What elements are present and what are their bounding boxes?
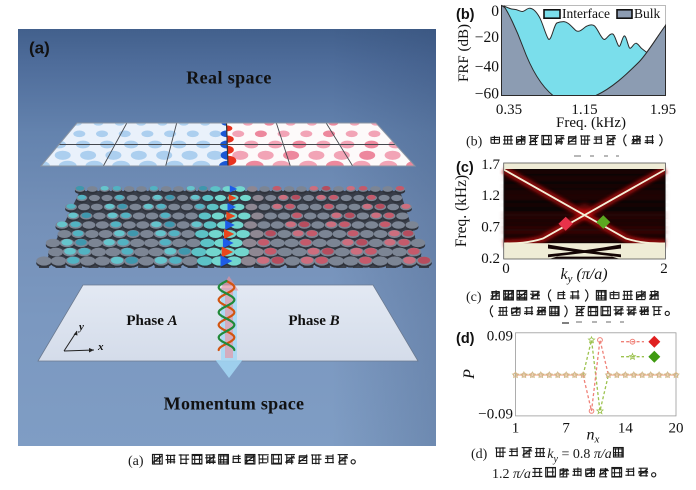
svg-text:Phase A: Phase A xyxy=(126,313,177,329)
svg-text:(b): (b) xyxy=(456,7,475,23)
svg-text:0.35: 0.35 xyxy=(496,102,522,118)
svg-text:Freq. (kHz): Freq. (kHz) xyxy=(453,175,470,247)
svg-text:0: 0 xyxy=(491,3,499,20)
svg-text:x: x xyxy=(97,341,104,353)
svg-text:FRF (dB): FRF (dB) xyxy=(456,24,472,82)
svg-text:(d): (d) xyxy=(456,331,475,347)
svg-text:1.7: 1.7 xyxy=(481,157,500,173)
svg-text:ky (π/a): ky (π/a) xyxy=(560,266,607,285)
svg-text:−0.09: −0.09 xyxy=(478,407,513,423)
svg-text:Phase B: Phase B xyxy=(288,313,339,329)
svg-text:Momentum space: Momentum space xyxy=(164,394,305,414)
svg-text:0.2: 0.2 xyxy=(481,251,500,267)
svg-text:(a): (a) xyxy=(29,39,50,58)
svg-text:1: 1 xyxy=(512,421,520,437)
svg-text:nx: nx xyxy=(587,427,600,446)
svg-text:2: 2 xyxy=(660,261,668,277)
svg-text:Freq. (kHz): Freq. (kHz) xyxy=(556,115,626,131)
svg-text:−20: −20 xyxy=(475,29,499,46)
svg-text:7: 7 xyxy=(562,421,570,437)
svg-text:y: y xyxy=(77,321,84,333)
svg-text:Real space: Real space xyxy=(186,68,271,88)
svg-text:0.7: 0.7 xyxy=(481,220,500,236)
svg-text:−40: −40 xyxy=(475,59,499,76)
svg-text:P: P xyxy=(461,369,478,380)
svg-text:0.09: 0.09 xyxy=(487,329,513,345)
svg-text:−60: −60 xyxy=(475,86,499,103)
svg-text:(c): (c) xyxy=(456,160,474,176)
svg-text:0: 0 xyxy=(502,261,510,277)
svg-text:Bulk: Bulk xyxy=(634,6,661,21)
svg-text:1.15: 1.15 xyxy=(571,102,597,118)
svg-text:20: 20 xyxy=(669,421,684,437)
svg-text:1.2: 1.2 xyxy=(481,188,500,204)
svg-text:1.95: 1.95 xyxy=(650,102,676,118)
svg-text:14: 14 xyxy=(618,421,634,437)
svg-text:Interface: Interface xyxy=(562,6,610,21)
